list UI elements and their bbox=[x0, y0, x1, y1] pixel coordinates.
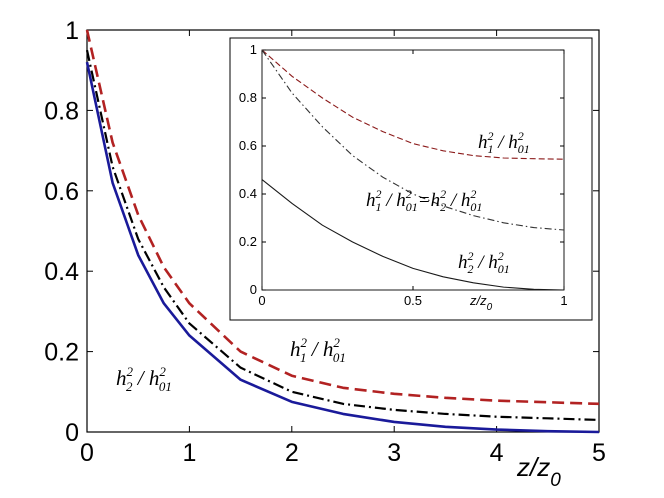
y-tick-label: 0.2 bbox=[239, 234, 257, 249]
x-tick-label: 3 bbox=[387, 439, 401, 467]
inset-annotation-equality: h2 1 / h2 01=h2 2 / h2 01 bbox=[366, 187, 482, 214]
x-tick-label: 1 bbox=[182, 439, 196, 467]
main-annotation-h2-ratio: h2 2 / h2 01 bbox=[116, 364, 172, 394]
x-tick-label: 0 bbox=[258, 293, 265, 308]
series-line-dashed bbox=[85, 29, 600, 406]
inset-background bbox=[229, 37, 593, 321]
main-x-axis-label: z/z0 bbox=[516, 452, 561, 491]
y-tick-label: 0 bbox=[65, 419, 79, 447]
series-line-dash-dot bbox=[85, 49, 600, 422]
inset-ticks: 0 0.5 1 0 0.2 0.4 0.6 0.8 1 bbox=[239, 42, 568, 308]
x-tick-label: 1 bbox=[560, 293, 567, 308]
main-ticks: 0 1 2 3 4 5 0 0.2 0.4 0.6 0.8 1 bbox=[44, 17, 606, 467]
y-tick-label: 0.4 bbox=[44, 258, 79, 286]
series-line-dashed bbox=[261, 49, 565, 160]
inset-annotation-h1-ratio: h2 1 / h2 01 bbox=[478, 129, 530, 156]
inset-chart: 0 0.5 1 0 0.2 0.4 0.6 0.8 1 z/z0 h2 1 / h2 01 h2 1 … bbox=[229, 37, 593, 321]
main-annotation-h1-ratio: h2 1 / h2 01 bbox=[290, 335, 346, 365]
x-tick-label: 0.5 bbox=[404, 293, 422, 308]
y-tick-label: 0 bbox=[250, 282, 257, 297]
y-tick-label: 0.2 bbox=[44, 339, 79, 367]
inset-annotation-h2-ratio: h2 2 / h2 01 bbox=[458, 249, 510, 276]
y-tick-label: 0.8 bbox=[239, 90, 257, 105]
y-tick-label: 1 bbox=[65, 17, 79, 45]
x-tick-label: 0 bbox=[80, 439, 94, 467]
y-tick-label: 0.6 bbox=[239, 138, 257, 153]
y-tick-label: 0.8 bbox=[44, 97, 79, 125]
x-tick-label: 2 bbox=[285, 439, 299, 467]
y-tick-label: 1 bbox=[250, 42, 257, 57]
main-chart: 0 1 2 3 4 5 0 0.2 0.4 0.6 0.8 1 z/z0 h2 1 / h2 01 h2 2… bbox=[44, 17, 606, 491]
series-line-dash-dot bbox=[261, 49, 565, 231]
series-line-solid bbox=[85, 61, 600, 434]
series-line-solid bbox=[261, 179, 565, 291]
y-tick-label: 0.4 bbox=[239, 186, 257, 201]
y-tick-label: 0.6 bbox=[44, 178, 79, 206]
inset-x-axis-label: z/z0 bbox=[469, 293, 493, 313]
x-tick-label: 4 bbox=[490, 439, 504, 467]
main-series bbox=[85, 29, 600, 434]
inset-series bbox=[261, 49, 565, 291]
main-plot-frame bbox=[86, 29, 600, 433]
x-tick-label: 5 bbox=[592, 439, 606, 467]
